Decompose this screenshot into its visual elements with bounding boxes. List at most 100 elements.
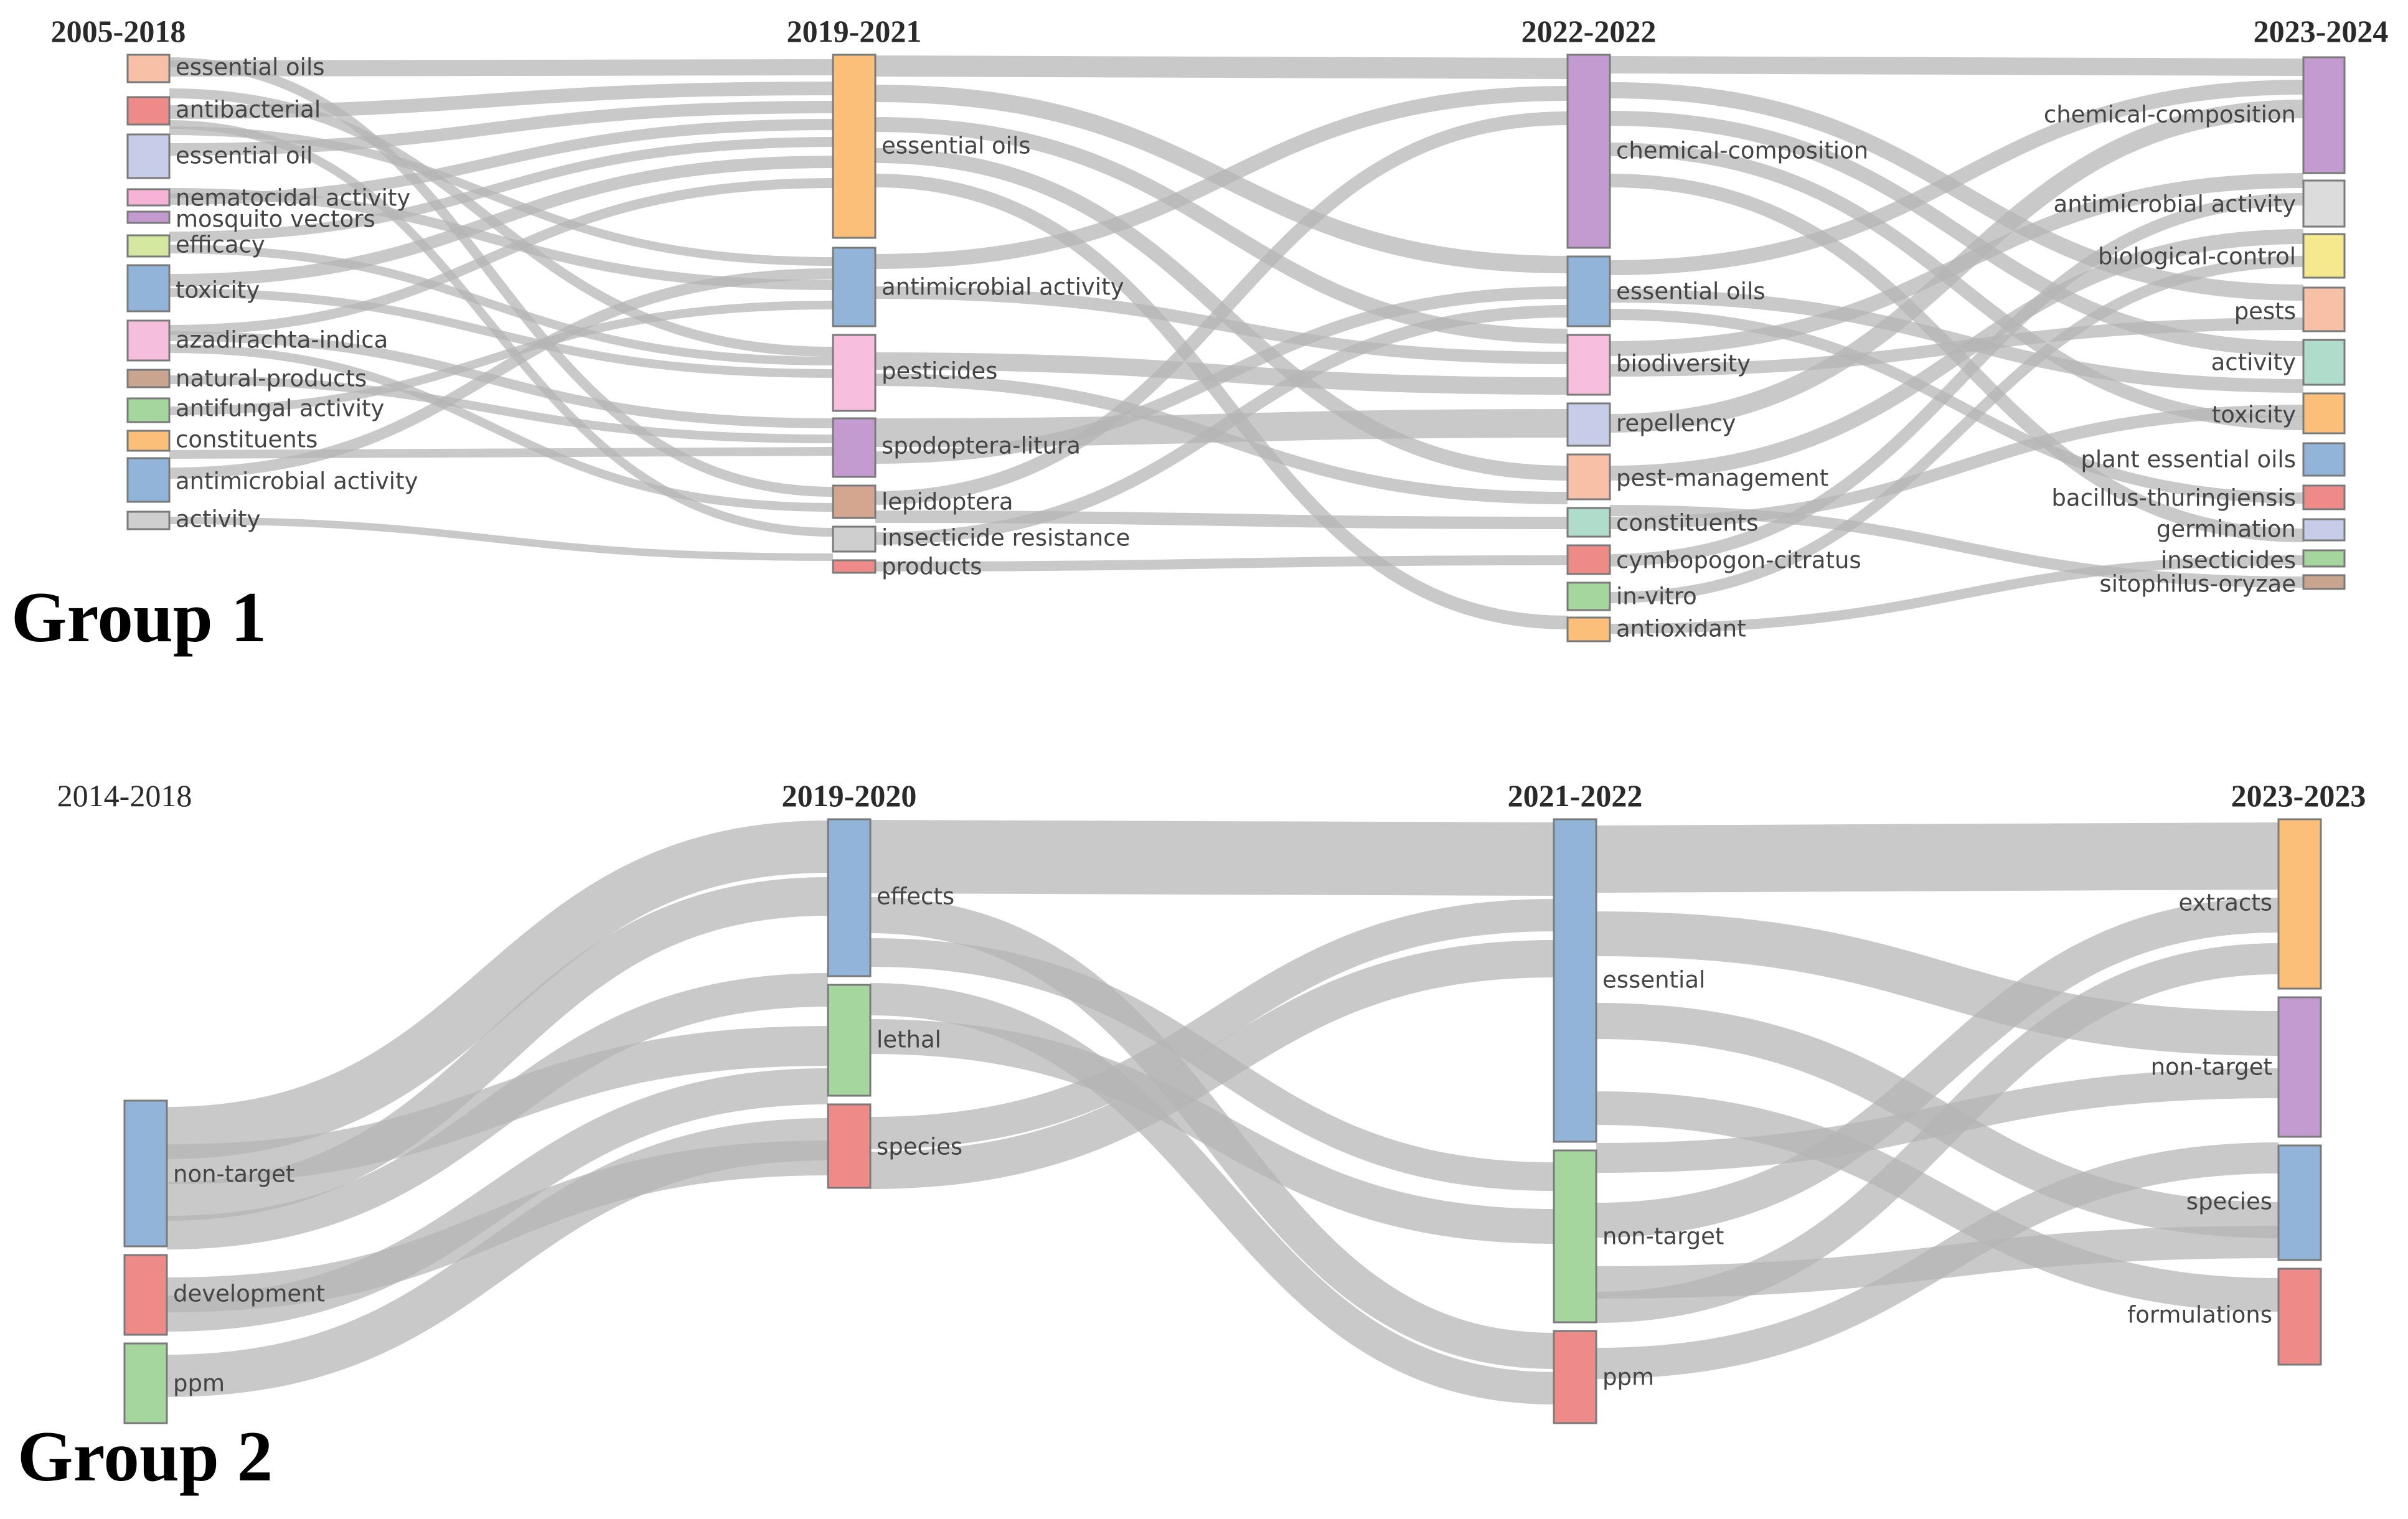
- sankey-node[interactable]: in-vitro: [1566, 581, 1697, 611]
- sankey-node[interactable]: activity: [126, 506, 260, 533]
- sankey-node[interactable]: essential oil: [126, 133, 313, 179]
- sankey-node[interactable]: chemical-composition: [2044, 56, 2346, 174]
- sankey-node[interactable]: extracts: [2178, 818, 2322, 990]
- node-bar: [1566, 255, 1611, 327]
- node-label: activity: [176, 506, 260, 533]
- sankey-node[interactable]: essential oils: [126, 54, 325, 83]
- node-label: development: [173, 1281, 325, 1307]
- node-bar: [1553, 1330, 1597, 1424]
- sankey-node[interactable]: antimicrobial activity: [832, 247, 1124, 327]
- sankey-node[interactable]: effects: [827, 818, 954, 977]
- sankey-node[interactable]: sitophilus-oryzae: [2099, 571, 2346, 598]
- node-label: essential oils: [176, 54, 325, 81]
- node-label: essential: [1602, 967, 1705, 994]
- sankey-node[interactable]: mosquito vectors: [126, 206, 375, 233]
- sankey-node[interactable]: toxicity: [2212, 392, 2346, 435]
- node-label: activity: [2211, 349, 2296, 376]
- group-2-period-headers: 2014-2018 2019-2020 2021-2022 2023-2023: [57, 778, 2366, 813]
- sankey-node[interactable]: germination: [2156, 516, 2346, 543]
- sankey-node[interactable]: formulations: [2127, 1267, 2322, 1366]
- sankey-node[interactable]: antifungal activity: [126, 395, 384, 423]
- sankey-node[interactable]: products: [832, 553, 982, 580]
- node-bar: [2277, 1144, 2322, 1261]
- sankey-node[interactable]: biodiversity: [1566, 334, 1751, 396]
- sankey-node[interactable]: lepidoptera: [832, 484, 1014, 519]
- node-label: chemical-composition: [2044, 101, 2296, 128]
- node-label: pest-management: [1616, 465, 1828, 492]
- sankey-node[interactable]: development: [123, 1254, 325, 1336]
- period-label: 2022-2022: [1521, 14, 1657, 49]
- sankey-node[interactable]: pests: [2234, 286, 2346, 332]
- node-label: in-vitro: [1616, 583, 1697, 610]
- sankey-node[interactable]: efficacy: [126, 232, 265, 258]
- sankey-node[interactable]: cymbopogon-citratus: [1566, 544, 1861, 575]
- sankey-node[interactable]: essential oils: [1566, 255, 1766, 327]
- sankey-node[interactable]: non-target: [123, 1099, 294, 1248]
- node-bar: [827, 984, 872, 1097]
- node-label: effects: [877, 883, 954, 910]
- node-label: germination: [2156, 516, 2296, 543]
- sankey-node[interactable]: chemical-composition: [1566, 54, 1868, 249]
- sankey-node[interactable]: constituents: [126, 426, 317, 453]
- sankey-node[interactable]: antibacterial: [126, 96, 321, 126]
- node-bar: [2302, 392, 2346, 435]
- sankey-node[interactable]: spodoptera-litura: [832, 417, 1081, 478]
- sankey-node[interactable]: plant essential oils: [2081, 442, 2346, 477]
- node-bar: [832, 417, 877, 478]
- group-1-period-headers: 2005-2018 2019-2021 2022-2022 2023-2024: [51, 14, 2389, 49]
- sankey-node[interactable]: nematocidal activity: [126, 185, 410, 212]
- node-bar: [126, 457, 171, 503]
- node-bar: [126, 430, 171, 452]
- sankey-node[interactable]: pesticides: [832, 334, 997, 412]
- node-bar: [123, 1254, 168, 1336]
- sankey-node[interactable]: azadirachta-indica: [126, 319, 388, 362]
- node-bar: [2277, 818, 2322, 990]
- group-2: 2014-2018 2019-2020 2021-2022 2023-2023 …: [17, 778, 2366, 1496]
- node-bar: [1553, 1149, 1597, 1324]
- sankey-node[interactable]: insecticides: [2161, 547, 2346, 574]
- sankey-node[interactable]: antioxidant: [1566, 616, 1746, 642]
- sankey-node[interactable]: antimicrobial activity: [2054, 179, 2346, 228]
- sankey-node[interactable]: natural-products: [126, 365, 367, 392]
- node-label: ppm: [173, 1370, 225, 1397]
- sankey-node[interactable]: ppm: [123, 1342, 225, 1424]
- sankey-node[interactable]: toxicity: [126, 264, 260, 313]
- period-label: 2014-2018: [57, 778, 192, 813]
- sankey-node[interactable]: lethal: [827, 984, 941, 1097]
- node-label: spodoptera-litura: [882, 433, 1081, 459]
- node-bar: [123, 1099, 168, 1248]
- sankey-node[interactable]: essential: [1553, 818, 1705, 1143]
- sankey-node[interactable]: repellency: [1566, 402, 1736, 447]
- sankey-node[interactable]: species: [827, 1103, 962, 1189]
- node-bar: [126, 188, 171, 207]
- sankey-node[interactable]: constituents: [1566, 507, 1758, 538]
- sankey-node[interactable]: essential oils: [832, 54, 1031, 239]
- node-bar: [2302, 549, 2346, 568]
- node-bar: [2302, 574, 2346, 590]
- sankey-node[interactable]: bacillus-thuringiensis: [2051, 484, 2346, 512]
- sankey-node[interactable]: pest-management: [1566, 453, 1828, 501]
- sankey-node[interactable]: ppm: [1553, 1330, 1654, 1424]
- sankey-node[interactable]: antimicrobial activity: [126, 457, 418, 503]
- node-bar: [1566, 544, 1611, 575]
- node-label: constituents: [176, 426, 317, 453]
- sankey-node[interactable]: species: [2186, 1144, 2322, 1261]
- node-bar: [2302, 179, 2346, 228]
- node-label: pesticides: [882, 358, 997, 385]
- node-bar: [832, 54, 877, 239]
- sankey-node[interactable]: activity: [2211, 339, 2346, 386]
- node-label: essential oils: [1616, 278, 1766, 305]
- node-bar: [2302, 339, 2346, 386]
- node-label: species: [877, 1134, 962, 1160]
- node-label: cymbopogon-citratus: [1616, 547, 1861, 574]
- sankey-node[interactable]: insecticide resistance: [832, 525, 1130, 553]
- node-bar: [126, 210, 171, 224]
- node-label: products: [882, 553, 982, 580]
- sankey-node[interactable]: biological-control: [2098, 233, 2346, 279]
- period-label: 2023-2023: [2231, 778, 2366, 813]
- sankey-node[interactable]: non-target: [1553, 1149, 1724, 1324]
- node-bar: [1566, 334, 1611, 396]
- group-1-nodes: essential oils antibacterial essential o…: [126, 54, 2346, 642]
- node-label: lepidoptera: [882, 489, 1014, 515]
- sankey-node[interactable]: non-target: [2151, 996, 2322, 1138]
